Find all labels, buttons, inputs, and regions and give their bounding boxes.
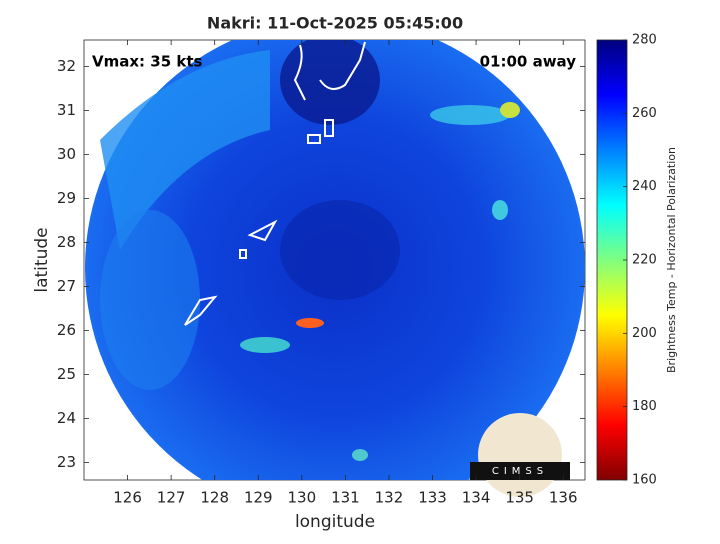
x-tick-label: 127	[157, 489, 186, 507]
x-tick-label: 133	[418, 489, 447, 507]
colorbar-tick-label: 220	[632, 253, 657, 268]
logo: CIMSS	[470, 413, 570, 497]
colorbar-tick-label: 260	[632, 106, 657, 121]
chart-title: Nakri: 11-Oct-2025 05:45:00	[207, 14, 463, 33]
x-axis-label: longitude	[295, 512, 375, 532]
y-tick-label: 26	[57, 321, 76, 339]
colorbar-label: Brightness Temp - Horizontal Polarizatio…	[665, 147, 678, 373]
y-tick-label: 27	[57, 277, 76, 295]
colorbar-tick-label: 200	[632, 326, 657, 341]
x-tick-label: 126	[113, 489, 142, 507]
x-tick-label: 132	[375, 489, 404, 507]
x-tick-label: 128	[200, 489, 229, 507]
x-tick-label: 130	[288, 489, 317, 507]
imagery	[85, 40, 585, 480]
x-tick-label: 134	[462, 489, 491, 507]
y-tick-label: 32	[57, 57, 76, 75]
y-tick-label: 30	[57, 145, 76, 163]
y-tick-label: 24	[57, 409, 76, 427]
y-tick-label: 25	[57, 365, 76, 383]
colorbar-tick-label: 240	[632, 179, 657, 194]
colorbar	[596, 39, 628, 481]
y-tick-label: 23	[57, 453, 76, 471]
colorbar-tick-label: 280	[632, 33, 657, 48]
logo-text: CIMSS	[492, 466, 548, 477]
x-tick-label: 131	[331, 489, 360, 507]
y-tick-label: 29	[57, 189, 76, 207]
y-tick-label: 31	[57, 101, 76, 119]
y-tick-label: 28	[57, 233, 76, 251]
annotation: Vmax: 35 kts	[92, 53, 202, 71]
x-tick-label: 136	[549, 489, 578, 507]
colorbar-tick-label: 180	[632, 399, 657, 414]
annotation: 01:00 away	[480, 53, 577, 71]
x-tick-label: 129	[244, 489, 273, 507]
y-axis-label: latitude	[32, 227, 52, 292]
x-tick-label: 135	[505, 489, 534, 507]
colorbar-tick-label: 160	[632, 473, 657, 488]
